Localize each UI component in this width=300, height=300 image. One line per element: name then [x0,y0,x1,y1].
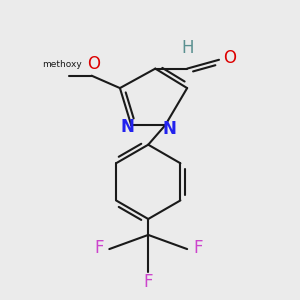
Text: F: F [143,273,153,291]
Text: H: H [181,39,194,57]
Text: F: F [94,239,104,257]
Text: O: O [87,56,100,74]
Text: methoxy: methoxy [42,60,81,69]
Text: F: F [193,239,202,257]
Text: O: O [223,49,236,67]
Text: N: N [163,121,176,139]
Text: N: N [120,118,134,136]
